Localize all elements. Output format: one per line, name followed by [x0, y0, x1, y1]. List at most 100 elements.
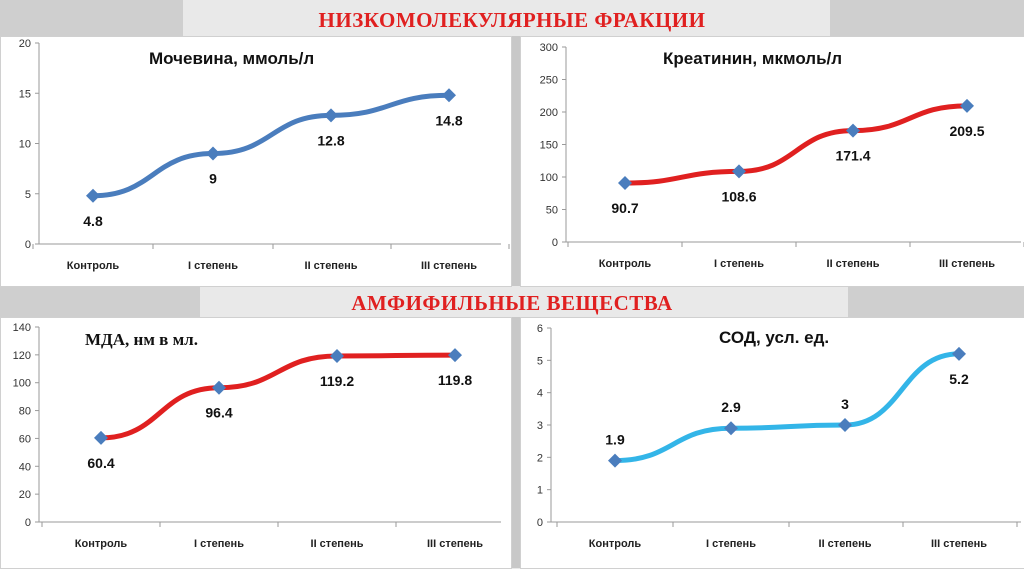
y-tick-label: 200: [540, 107, 558, 119]
y-tick-label: 4: [537, 388, 543, 400]
chart-creatinine: 0 50 100 150 200 250 300 Контроль I степень II ст…: [540, 42, 1024, 270]
y-tick-label: 10: [19, 139, 31, 151]
x-category-label: Контроль: [75, 538, 128, 550]
data-point: [448, 348, 462, 363]
y-tick-label: 80: [19, 406, 31, 418]
y-tick-label: 300: [540, 42, 558, 54]
header-bar-right: [830, 0, 1024, 36]
chart-mda: 0 20 40 60 80 100 120 140 Контроль I степень II ст…: [13, 322, 501, 550]
data-point: [608, 453, 622, 468]
data-point: [324, 108, 338, 123]
data-point: [724, 421, 738, 436]
data-label: 209.5: [949, 123, 984, 139]
series-line: [622, 103, 970, 186]
data-point: [206, 146, 220, 161]
data-label: 119.2: [320, 373, 354, 389]
chart-title-urea: Мочевина, ммоль/л: [149, 49, 315, 68]
y-tick-label: 0: [537, 517, 543, 529]
y-tick-label: 5: [25, 189, 31, 201]
y-tick-label: 20: [19, 489, 31, 501]
x-category-label: Контроль: [67, 260, 120, 272]
y-tick-label: 100: [13, 378, 31, 390]
data-point: [732, 164, 746, 179]
y-tick-label: 20: [19, 38, 31, 50]
x-category-label: II степень: [311, 538, 364, 550]
data-point: [846, 123, 860, 138]
data-point: [960, 98, 974, 113]
chart-panel-creatinine: 0 50 100 150 200 250 300 Контроль I степень II ст…: [520, 36, 1024, 287]
y-tick-label: 150: [540, 140, 558, 152]
chart-title-sod: СОД, усл. ед.: [719, 328, 830, 347]
x-category-label: III степень: [931, 538, 987, 550]
x-category-label: II степень: [819, 538, 872, 550]
x-category-label: Контроль: [599, 258, 652, 270]
y-tick-label: 0: [25, 517, 31, 529]
y-tick-label: 120: [13, 350, 31, 362]
data-point: [212, 380, 226, 395]
vertical-separator-bottom: [512, 317, 520, 568]
chart-panel-mda: 0 20 40 60 80 100 120 140 Контроль I степень II ст…: [0, 317, 512, 569]
data-label: 4.8: [83, 213, 103, 229]
data-point: [442, 88, 456, 103]
x-category-label: I степень: [706, 538, 756, 550]
x-category-label: III степень: [421, 260, 477, 272]
data-label: 1.9: [605, 432, 625, 448]
y-tick-label: 60: [19, 433, 31, 445]
data-point: [330, 348, 344, 363]
section-title-top: НИЗКОМОЛЕКУЛЯРНЫЕ ФРАКЦИИ: [318, 8, 706, 32]
y-tick-label: 250: [540, 75, 558, 87]
data-label: 14.8: [435, 112, 462, 128]
data-label: 12.8: [317, 132, 344, 148]
x-category-label: I степень: [188, 260, 238, 272]
y-tick-label: 140: [13, 322, 31, 334]
data-point: [618, 176, 632, 191]
data-point: [952, 346, 966, 361]
x-category-label: II степень: [827, 258, 880, 270]
data-point: [94, 430, 108, 445]
middle-bar-right: [848, 287, 1024, 317]
x-category-label: II степень: [305, 260, 358, 272]
chart-panel-sod: 0 1 2 3 4 5 6 Контроль I степень II степень III ст…: [520, 317, 1024, 569]
data-label: 5.2: [949, 371, 969, 387]
header-bar-left: [0, 0, 183, 36]
y-tick-label: 6: [537, 323, 543, 335]
y-tick-label: 50: [546, 205, 558, 217]
chart-urea: 0 5 10 15 20 Контроль I степень II степень III с…: [19, 38, 510, 272]
data-label: 119.8: [438, 372, 472, 388]
data-label: 171.4: [835, 148, 870, 164]
x-category-label: Контроль: [589, 538, 642, 550]
y-tick-label: 0: [552, 237, 558, 249]
y-tick-label: 0: [25, 239, 31, 251]
chart-sod: 0 1 2 3 4 5 6 Контроль I степень II степень III ст…: [537, 323, 1021, 550]
section-title-bottom: АМФИФИЛЬНЫЕ ВЕЩЕСТВА: [351, 291, 673, 315]
data-label: 9: [209, 171, 217, 187]
x-category-label: I степень: [714, 258, 764, 270]
y-tick-label: 1: [537, 485, 543, 497]
y-tick-label: 2: [537, 452, 543, 464]
chart-panel-urea: 0 5 10 15 20 Контроль I степень II степень III с…: [0, 36, 512, 287]
series-line: [98, 352, 458, 441]
data-label: 3: [841, 396, 849, 412]
y-tick-label: 15: [19, 88, 31, 100]
x-category-label: III степень: [427, 538, 483, 550]
vertical-separator-top: [512, 36, 520, 286]
y-tick-label: 5: [537, 355, 543, 367]
data-label: 90.7: [611, 200, 638, 216]
series-line: [90, 92, 452, 199]
series-line: [612, 351, 962, 464]
chart-title-mda: МДА, нм в мл.: [85, 330, 198, 349]
x-category-label: III степень: [939, 258, 995, 270]
data-label: 96.4: [205, 405, 232, 421]
data-label: 2.9: [721, 399, 741, 415]
x-category-label: I степень: [194, 538, 244, 550]
data-label: 60.4: [87, 455, 114, 471]
middle-bar-left: [0, 287, 200, 317]
y-tick-label: 3: [537, 420, 543, 432]
data-point: [838, 418, 852, 432]
y-tick-label: 40: [19, 461, 31, 473]
y-tick-label: 100: [540, 172, 558, 184]
chart-title-creatinine: Креатинин, мкмоль/л: [663, 49, 843, 68]
data-point: [86, 188, 100, 203]
data-label: 108.6: [721, 188, 756, 204]
